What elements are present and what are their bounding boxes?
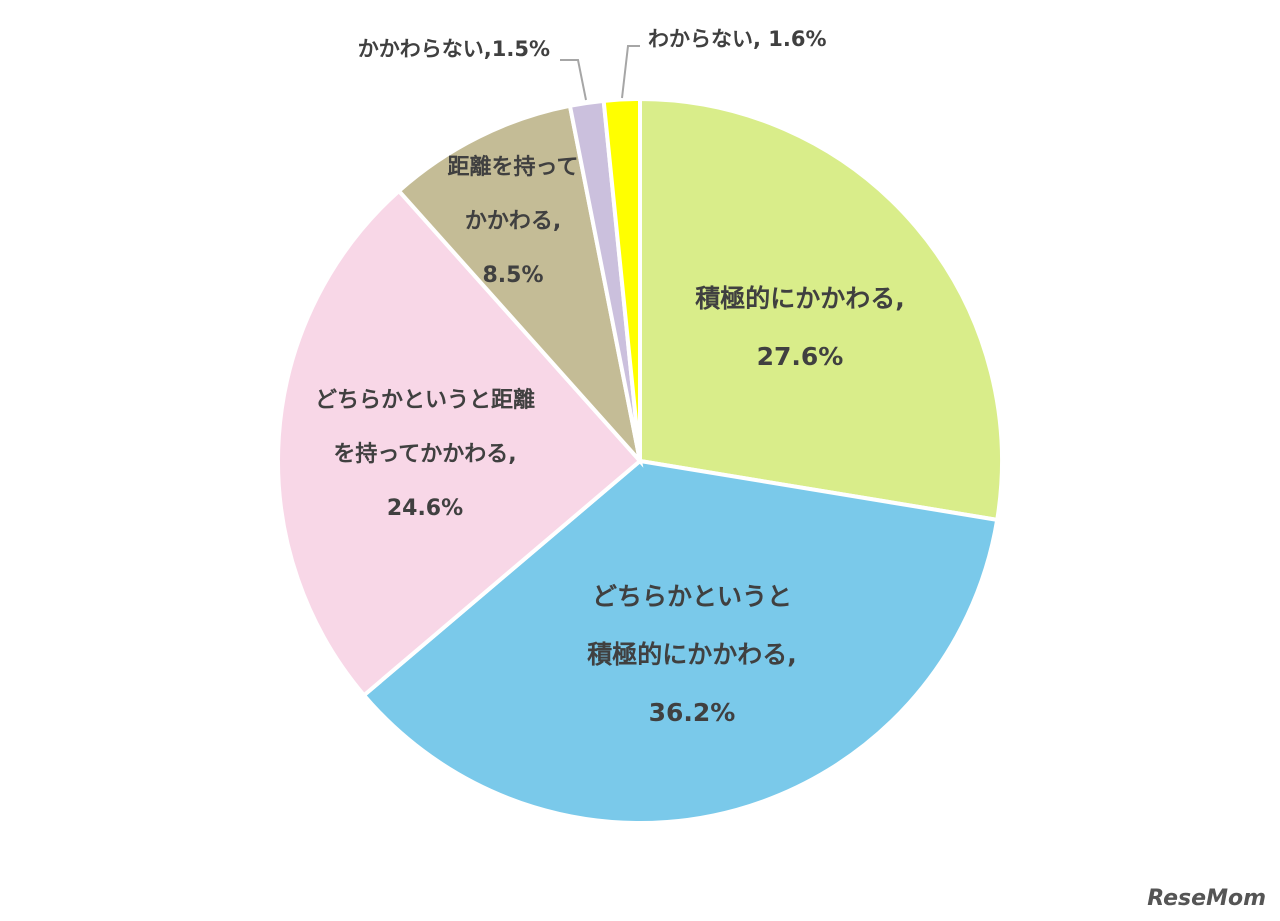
data-label: どちらかというと 積極的にかかわる, 36.2% [587, 568, 797, 742]
category-label: どちらかというと距離 を持ってかかわる, [314, 388, 536, 467]
value-label: 27.6% [756, 342, 844, 371]
data-label: 距離を持って かかわる, 8.5% [448, 141, 579, 303]
value-label: 36.2% [648, 698, 736, 727]
data-label: どちらかというと距離 を持ってかかわる, 24.6% [315, 374, 535, 536]
leader-line [621, 45, 640, 99]
pie-slice [276, 188, 643, 699]
data-label: 積極的にかかわる, 27.6% [695, 270, 905, 386]
data-label: わからない, 1.6% [648, 23, 827, 53]
watermark: ReseMom [1147, 886, 1266, 911]
value-label: 1.6% [768, 27, 827, 51]
value-label: 24.6% [386, 496, 464, 521]
value-label: 1.5% [491, 37, 550, 61]
pie-slice [601, 96, 642, 462]
pie-slice [638, 96, 1004, 523]
category-label: どちらかというと 積極的にかかわる, [587, 582, 797, 669]
category-label: 距離を持って かかわる, [447, 155, 579, 234]
pie-slice [361, 458, 1000, 825]
leader-line [560, 59, 587, 101]
value-label: 8.5% [482, 263, 544, 288]
category-label: かかわらない, [357, 37, 492, 61]
category-label: 積極的にかかわる, [695, 284, 905, 313]
category-label: わからない, [648, 27, 769, 51]
pie-slice [396, 103, 644, 468]
data-label: かかわらない,1.5% [358, 33, 550, 63]
